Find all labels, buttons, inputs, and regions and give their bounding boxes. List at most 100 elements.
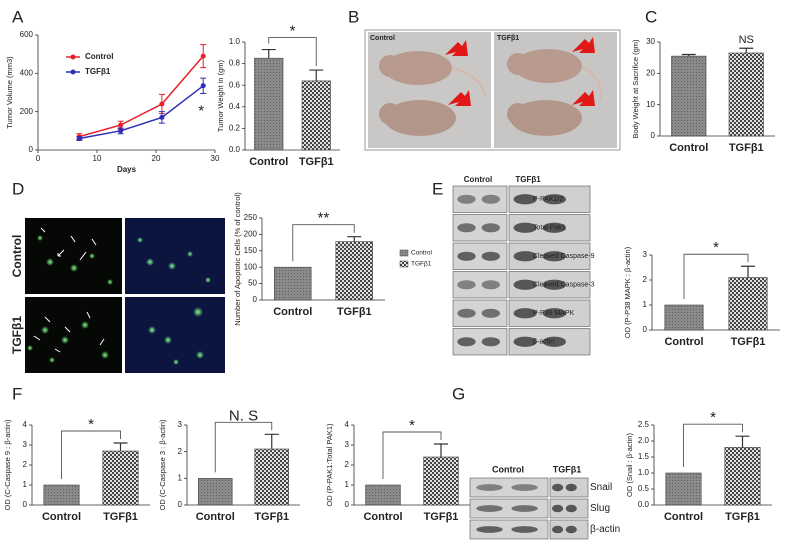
blot-row-label: Cleaved Caspase-3 bbox=[533, 282, 595, 289]
x-tick-label: 30 bbox=[211, 154, 220, 163]
blot-band bbox=[457, 308, 476, 318]
bar bbox=[423, 456, 459, 506]
y-axis-label: OD (P-PAK1:Total PAK1) bbox=[325, 423, 334, 507]
blot-band bbox=[476, 484, 503, 491]
blot-row-label: Slug bbox=[590, 503, 610, 514]
x-tick-label: TGFβ1 bbox=[725, 511, 760, 523]
western-blot: Control TGFβ1 Snail Slug β-actin bbox=[469, 464, 620, 540]
error-bar bbox=[261, 48, 276, 59]
y-axis-label: OD (Snail : β-actin) bbox=[625, 433, 634, 497]
blot-band bbox=[542, 308, 566, 319]
blot-band bbox=[481, 194, 500, 204]
error-bar bbox=[739, 47, 754, 53]
blot-column: Control bbox=[492, 464, 524, 474]
bar bbox=[664, 304, 704, 331]
annotation: * bbox=[710, 409, 716, 426]
blot-row-label: Total Pak1 bbox=[533, 225, 566, 232]
error-bar bbox=[264, 433, 279, 449]
blot-strip bbox=[469, 477, 549, 498]
y-tick-label: 1 bbox=[643, 300, 648, 309]
x-tick-label: TGFβ1 bbox=[731, 336, 766, 348]
error-bar bbox=[735, 435, 750, 448]
bar bbox=[254, 448, 290, 506]
panel-label: C bbox=[645, 7, 657, 26]
point bbox=[200, 53, 206, 59]
blot-band bbox=[457, 337, 476, 347]
point bbox=[118, 128, 124, 134]
y-tick-label: 2 bbox=[345, 460, 350, 469]
y-tick-label: 2.0 bbox=[638, 436, 650, 445]
blot-band bbox=[513, 251, 537, 262]
y-tick-label: 3 bbox=[23, 440, 28, 449]
annotation: * bbox=[409, 417, 415, 434]
bar bbox=[335, 241, 373, 301]
point bbox=[200, 83, 206, 89]
legend-label: TGFβ1 bbox=[85, 67, 111, 76]
legend-swatch bbox=[399, 249, 409, 257]
blot-band bbox=[552, 483, 564, 492]
legend-swatch bbox=[70, 69, 76, 75]
blot-band bbox=[511, 484, 538, 491]
blot-row-label: P-PAK1/2 bbox=[533, 196, 563, 203]
y-tick-label: 0.6 bbox=[229, 80, 241, 89]
blot-band bbox=[513, 279, 537, 290]
y-tick-label: 0 bbox=[651, 131, 656, 140]
x-axis-label: Days bbox=[117, 165, 137, 174]
blot-band bbox=[457, 194, 476, 204]
y-tick-label: 0 bbox=[178, 500, 183, 509]
annotation: * bbox=[88, 416, 94, 433]
blot-band bbox=[542, 222, 566, 233]
panel-label: G bbox=[452, 384, 465, 403]
y-tick-label: 0 bbox=[29, 145, 34, 154]
error-bar bbox=[741, 265, 755, 278]
x-tick-label: TGFβ1 bbox=[299, 156, 334, 168]
row-label: TGFβ1 bbox=[10, 316, 24, 354]
y-axis-label: OD (C-Caspase 3 : β-actin) bbox=[158, 419, 167, 511]
blot-band bbox=[542, 336, 566, 347]
y-tick-label: 100 bbox=[244, 262, 258, 271]
blot-band bbox=[552, 525, 564, 534]
bar bbox=[724, 447, 761, 506]
y-tick-label: 3 bbox=[178, 420, 183, 429]
bar bbox=[728, 277, 768, 331]
y-tick-label: 0.8 bbox=[229, 59, 241, 68]
error-bar bbox=[434, 443, 448, 457]
panel-label: B bbox=[348, 7, 359, 26]
error-bar bbox=[309, 69, 324, 81]
x-tick-label: Control bbox=[196, 511, 235, 523]
blot-row-label: β-actin bbox=[590, 524, 620, 535]
x-tick-label: Control bbox=[669, 142, 708, 154]
x-tick-label: Control bbox=[249, 156, 288, 168]
y-tick-label: 2 bbox=[643, 275, 648, 284]
y-tick-label: 30 bbox=[646, 37, 655, 46]
blot-band bbox=[565, 525, 577, 534]
y-tick-label: 0.0 bbox=[638, 500, 650, 509]
blot-band bbox=[481, 308, 500, 318]
blot-row-label: Snail bbox=[590, 482, 612, 493]
significance-bracket bbox=[683, 253, 749, 299]
blot-band bbox=[481, 223, 500, 233]
annotation: NS bbox=[739, 34, 754, 46]
blot-band bbox=[513, 308, 537, 319]
blot-band bbox=[552, 504, 564, 513]
blot-band bbox=[513, 194, 537, 205]
point bbox=[118, 122, 124, 128]
x-tick-label: 0 bbox=[36, 154, 41, 163]
bar bbox=[254, 57, 284, 151]
y-tick-label: 4 bbox=[23, 420, 28, 429]
y-axis-label: Tumor Weight in (gm) bbox=[216, 59, 225, 132]
blot-band bbox=[476, 505, 503, 512]
annotation: ** bbox=[318, 210, 330, 227]
y-tick-label: 1 bbox=[345, 480, 350, 489]
panel-label: E bbox=[432, 179, 443, 198]
x-tick-label: TGFβ1 bbox=[337, 306, 372, 318]
y-tick-label: 10 bbox=[646, 100, 655, 109]
y-tick-label: 1 bbox=[23, 480, 28, 489]
blot-strip bbox=[469, 519, 549, 540]
error-bar bbox=[347, 236, 362, 242]
y-tick-label: 1 bbox=[178, 473, 183, 482]
x-tick-label: TGFβ1 bbox=[424, 511, 459, 523]
point bbox=[159, 101, 165, 107]
point bbox=[76, 136, 82, 141]
blot-band bbox=[513, 222, 537, 233]
